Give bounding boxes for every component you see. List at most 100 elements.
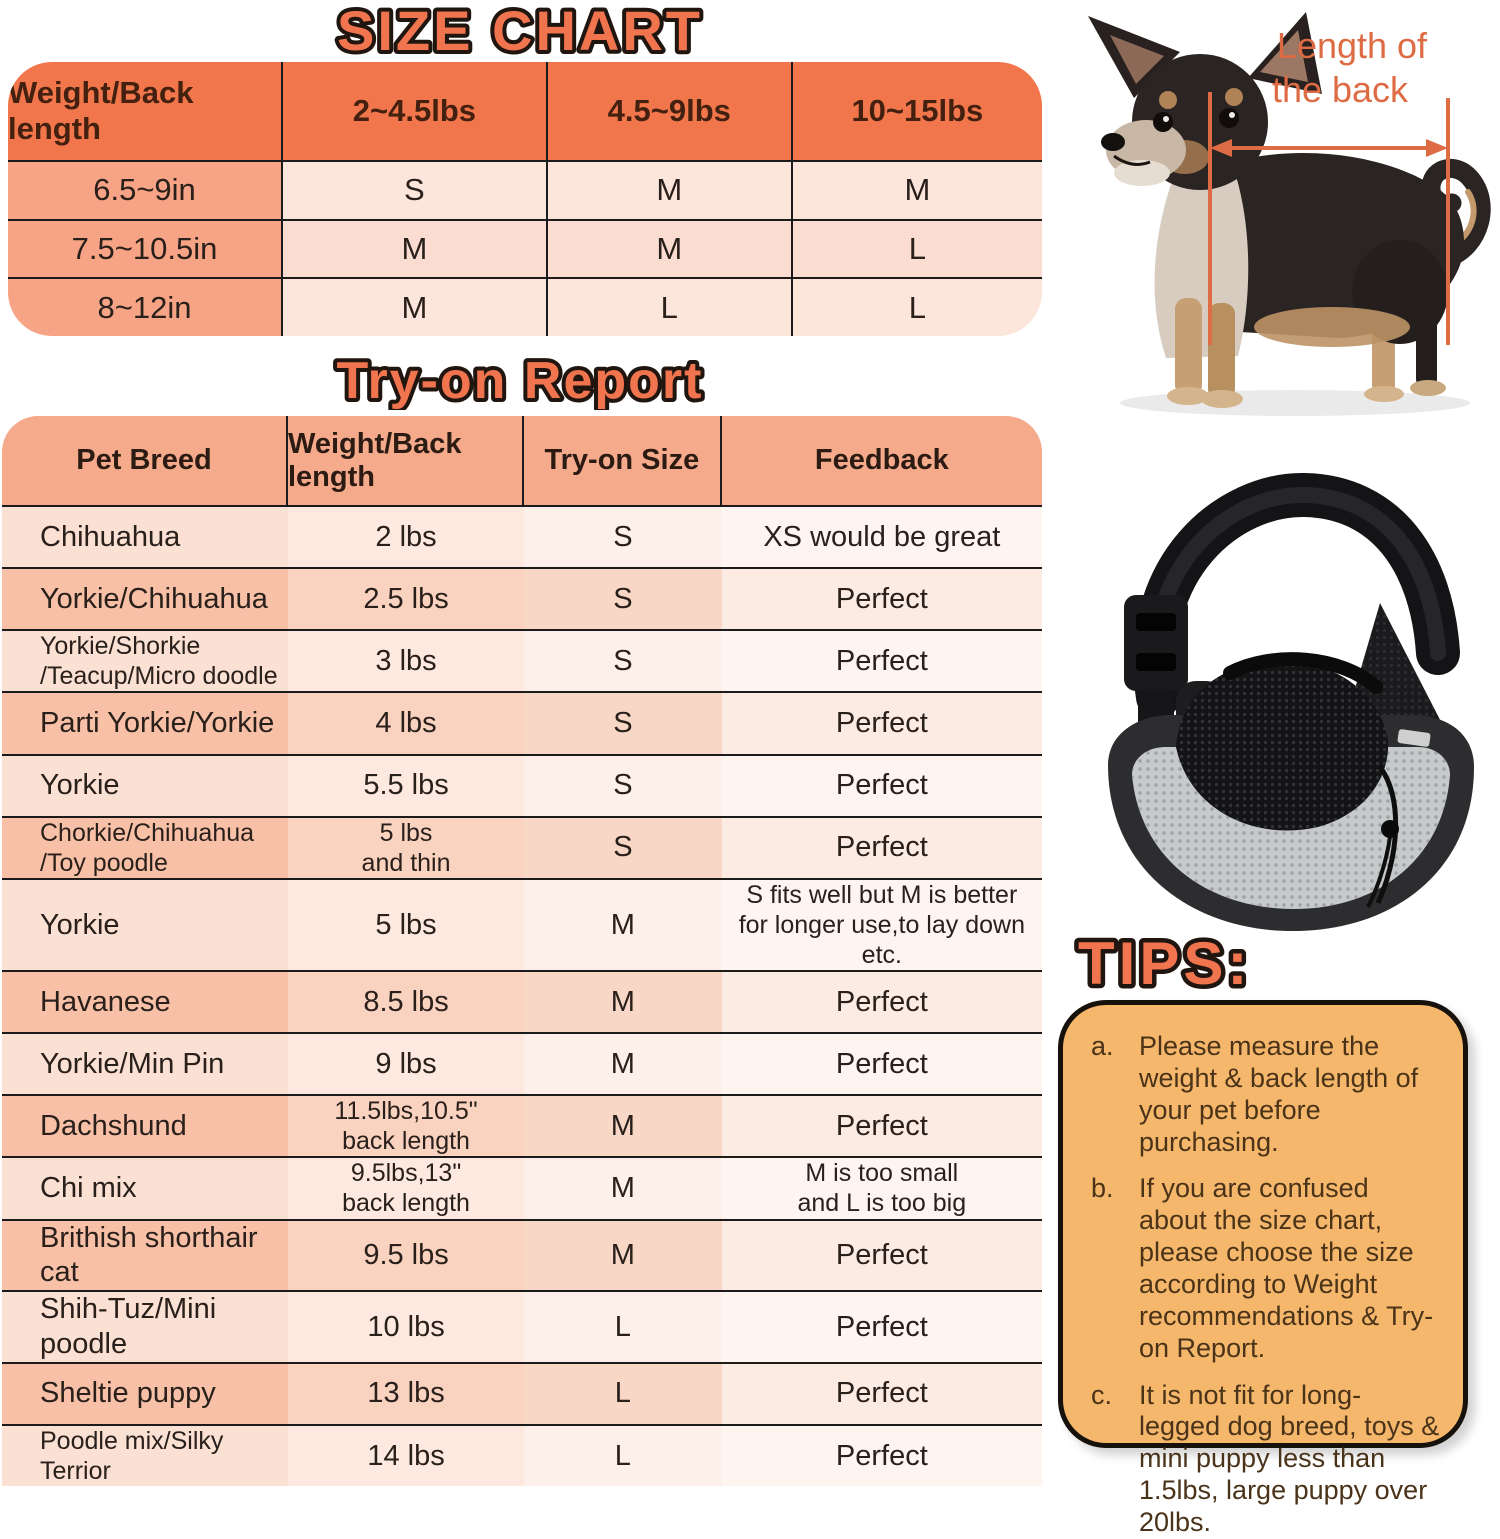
tryon-cell-breed: Yorkie/Min Pin (2, 1034, 288, 1095)
tips-box: a. Please measure the weight & back lengt… (1058, 1000, 1468, 1537)
tryon-cell-feedback: Perfect (721, 1220, 1042, 1291)
tryon-cell-feedback: Perfect (721, 1363, 1042, 1424)
size-chart-title: SIZE CHART (333, 2, 704, 64)
tips-title-text: TIPS: (1078, 930, 1251, 997)
tryon-cell-weight: 9 lbs (288, 1034, 525, 1095)
tryon-cell-breed: Yorkie (2, 755, 288, 816)
tryon-row: Poodle mix/Silky Terrior 14 lbs L Perfect (2, 1423, 1042, 1486)
tryon-cell-feedback: Perfect (721, 1034, 1042, 1095)
size-chart-size-cell: L (547, 279, 793, 336)
tryon-cell-weight: 11.5lbs,10.5" back length (288, 1096, 525, 1157)
size-chart-size-cell: M (547, 220, 793, 278)
tryon-cell-size: L (524, 1292, 722, 1362)
tryon-cell-feedback: M is too small and L is too big (721, 1158, 1042, 1219)
dog-nose (1101, 133, 1125, 151)
tryon-cell-weight: 10 lbs (288, 1292, 525, 1362)
tryon-cell-weight: 14 lbs (288, 1425, 525, 1486)
tryon-cell-breed: Yorkie (2, 879, 288, 970)
tips-item-text: Please measure the weight & back length … (1139, 1031, 1419, 1157)
tryon-row: Chihuahua 2 lbs S XS would be great (2, 505, 1042, 568)
tryon-cell-size: S (524, 569, 722, 630)
tryon-cell-breed: Brithish shorthair cat (2, 1220, 288, 1291)
tryon-cell-size: L (524, 1425, 722, 1486)
size-chart-size-cell: M (283, 279, 548, 336)
tryon-cell-size: M (524, 1034, 722, 1095)
tips-item-letter: c. (1091, 1379, 1113, 1410)
tryon-report-title-text: Try-on Report (337, 352, 704, 410)
tryon-cell-weight: 5 lbs and thin (288, 817, 525, 878)
tryon-row: Yorkie 5 lbs M S fits well but M is better … (2, 877, 1042, 970)
tryon-row: Chi mix 9.5lbs,13" back length M M is too s… (2, 1156, 1042, 1219)
tryon-cell-size: S (524, 755, 722, 816)
tryon-cell-breed: Yorkie/Shorkie /Teacup/Micro doodle (2, 631, 288, 692)
tryon-cell-feedback: Perfect (721, 817, 1042, 878)
size-chart-row: 8~12in M L L (8, 277, 1042, 336)
size-chart-row: 6.5~9in S M M (8, 160, 1042, 219)
tryon-cell-size: L (524, 1363, 722, 1424)
tryon-report-table: Pet Breed Weight/Back length Try-on Size… (2, 416, 1042, 1486)
tryon-row: Dachshund 11.5lbs,10.5" back length M Perfe… (2, 1094, 1042, 1157)
tryon-cell-size: S (524, 631, 722, 692)
tips-item: c. It is not fit for long-legged dog bree… (1091, 1380, 1441, 1539)
tryon-cell-weight: 3 lbs (288, 631, 525, 692)
tryon-report-title: Try-on Report (333, 352, 706, 410)
tryon-cell-size: M (524, 971, 722, 1033)
tryon-cell-size: M (524, 1096, 722, 1157)
tryon-row: Sheltie puppy 13 lbs L Perfect (2, 1361, 1042, 1424)
tryon-cell-breed: Havanese (2, 971, 288, 1033)
tryon-cell-feedback: Perfect (721, 1425, 1042, 1486)
tryon-cell-size: M (524, 1158, 722, 1219)
size-chart-size-cell: L (792, 279, 1042, 336)
tryon-cell-size: S (524, 817, 722, 878)
tryon-row: Yorkie/Shorkie /Teacup/Micro doodle 3 lbs… (2, 629, 1042, 692)
tryon-cell-weight: 4 lbs (288, 693, 525, 754)
size-chart-size-cell: M (547, 162, 793, 219)
tryon-cell-weight: 5 lbs (288, 879, 525, 970)
tryon-cell-feedback: Perfect (721, 569, 1042, 630)
tryon-header-cell: Feedback (814, 444, 949, 476)
tryon-cell-breed: Shih-Tuz/Mini poodle (2, 1292, 288, 1362)
carrier-tag (1397, 729, 1431, 747)
tryon-cell-breed: Dachshund (2, 1096, 288, 1157)
tryon-cell-weight: 5.5 lbs (288, 755, 525, 816)
tryon-cell-size: S (524, 507, 722, 568)
tryon-row: Havanese 8.5 lbs M Perfect (2, 969, 1042, 1033)
tryon-row: Brithish shorthair cat 9.5 lbs M Perfect (2, 1218, 1042, 1291)
back-length-arrow (1426, 139, 1448, 157)
tryon-header-cell: Try-on Size (524, 416, 722, 505)
tryon-cell-feedback: Perfect (721, 755, 1042, 816)
size-chart-size-cell: L (792, 220, 1042, 278)
tryon-row: Yorkie 5.5 lbs S Perfect (2, 753, 1042, 816)
size-chart-size-cell: M (283, 220, 548, 278)
tips-title: TIPS: (1074, 928, 1252, 998)
tryon-row: Parti Yorkie/Yorkie 4 lbs S Perfect (2, 691, 1042, 754)
carrier-buckle (1124, 595, 1188, 691)
tryon-cell-breed: Chihuahua (2, 507, 288, 568)
tryon-row: Yorkie/Chihuahua 2.5 lbs S Perfect (2, 567, 1042, 630)
tips-item: b. If you are confused about the size cha… (1091, 1173, 1441, 1364)
size-chart-body: 6.5~9in S M M 7.5~10.5in M M L 8~12in M L L (8, 160, 1042, 336)
tips-item-text: If you are confused about the size chart… (1139, 1173, 1434, 1363)
tryon-cell-breed: Chorkie/Chihuahua /Toy poodle (2, 817, 288, 878)
size-chart-header-cell: Weight/Back length (8, 62, 284, 160)
tryon-cell-breed: Poodle mix/Silky Terrior (2, 1425, 288, 1486)
tryon-cell-feedback: XS would be great (721, 507, 1042, 568)
tips-item-letter: a. (1091, 1031, 1114, 1061)
tryon-cell-breed: Parti Yorkie/Yorkie (2, 693, 288, 754)
size-chart-back-length-cell: 8~12in (8, 279, 284, 336)
size-chart-header-cell: 2~4.5lbs (283, 62, 548, 160)
tryon-cell-feedback: Perfect (721, 971, 1042, 1033)
size-chart-size-cell: M (792, 162, 1042, 219)
tryon-header-row: Pet Breed Weight/Back length Try-on Size… (2, 416, 1042, 505)
sling-carrier-photo (1108, 473, 1474, 931)
tryon-cell-size: S (524, 693, 722, 754)
tryon-cell-size: M (524, 879, 722, 970)
size-chart-size-cell: S (283, 162, 548, 219)
tryon-cell-weight: 9.5 lbs (288, 1220, 525, 1291)
tryon-row: Chorkie/Chihuahua /Toy poodle 5 lbs and t… (2, 815, 1042, 878)
back-length-measurement-lines (1208, 92, 1450, 345)
size-chart-title-text: SIZE CHART (337, 2, 703, 62)
tryon-cell-breed: Chi mix (2, 1158, 288, 1219)
tryon-cell-weight: 9.5lbs,13" back length (288, 1158, 525, 1219)
tryon-header-cell: Pet Breed (2, 416, 288, 505)
